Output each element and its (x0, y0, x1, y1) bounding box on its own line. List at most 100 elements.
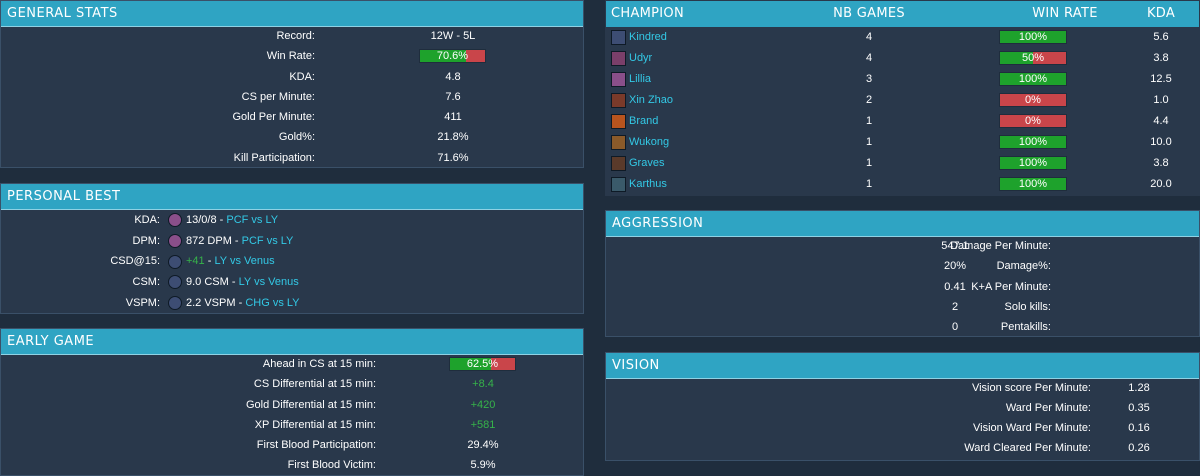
stat-value: +581 (470, 418, 496, 431)
stat-value: 0.16 (1128, 422, 1150, 434)
stat-value: 62.5% (466, 358, 499, 370)
stat-row: Gold Differential at 15 min: +420 (1, 395, 583, 415)
stat-value: 4.8 (445, 70, 461, 83)
col-nb-games[interactable]: NB GAMES (833, 6, 905, 21)
personal-best-stat: 2.2 VSPM (186, 296, 236, 309)
champion-games: 1 (865, 136, 873, 148)
stat-value: 29.4% (467, 439, 499, 452)
champion-games: 1 (865, 115, 873, 127)
champion-name-link[interactable]: Karthus (629, 178, 667, 190)
general-stats-rows: Record: 12W - 5L Win Rate: 70.6% KDA: 4.8 CS p… (1, 26, 583, 168)
general-stats-panel: GENERAL STATS Record: 12W - 5L Win Rate: 70… (0, 0, 584, 168)
champion-kda: 12.5 (1150, 73, 1172, 85)
personal-best-label: CSD@15: (110, 255, 160, 268)
stat-label: Vision Ward Per Minute: (973, 422, 1091, 434)
stat-row: Vision score Per Minute: 1.28 (606, 378, 1199, 398)
personal-best-title: PERSONAL BEST (1, 184, 583, 210)
stat-row: Kill Participation: 71.6% (1, 148, 583, 168)
stat-row: XP Differential at 15 min: +581 (1, 415, 583, 435)
lillia-icon (168, 234, 182, 249)
champion-winrate-fill (1000, 31, 1066, 43)
stat-label: Gold Per Minute: (232, 111, 315, 124)
stat-value: 0 (951, 321, 959, 334)
stat-value: +8.4 (472, 378, 494, 391)
champion-name-link[interactable]: Udyr (629, 52, 653, 64)
champion-name-link[interactable]: Kindred (629, 31, 667, 43)
col-kda[interactable]: KDA (1146, 6, 1176, 21)
winrate-bar-fill (420, 50, 466, 63)
col-champion[interactable]: CHAMPION (611, 6, 684, 21)
champion-name-link[interactable]: Graves (629, 157, 665, 169)
champion-kda: 20.0 (1150, 178, 1172, 190)
stat-row: Ward Per Minute: 0.35 (606, 398, 1199, 418)
stat-label: Kill Participation: (233, 151, 315, 164)
personal-best-stat: 9.0 CSM (186, 276, 229, 289)
champion-winrate-bar: 100% (999, 30, 1067, 44)
stat-label: KDA: (289, 70, 315, 83)
champion-winrate: 50% (1021, 52, 1045, 64)
champion-name-link[interactable]: Xin Zhao (629, 94, 674, 106)
champion-row: Kindred 4 100% 5.6 (606, 27, 1199, 48)
stat-row: KDA: 4.8 (1, 67, 583, 87)
champion-row: Udyr 4 50% 3.8 (606, 48, 1199, 69)
personal-best-match-link[interactable]: PCF vs LY (241, 234, 294, 247)
stat-row: Damage%: 20% (606, 256, 1199, 276)
stat-value: 2 (951, 300, 959, 313)
champion-games: 4 (865, 52, 873, 64)
champion-name-link[interactable]: Lillia (629, 73, 652, 85)
personal-best-row: KDA: 13/0/8 - PCF vs LY (1, 210, 583, 231)
personal-best-row: CSM: 9.0 CSM - LY vs Venus (1, 272, 583, 293)
lillia-icon (168, 213, 182, 228)
personal-best-match-link[interactable]: LY vs Venus (214, 255, 275, 268)
personal-best-content: 872 DPM - PCF vs LY (168, 231, 293, 252)
personal-best-match-link[interactable]: LY vs Venus (238, 276, 299, 289)
stat-label: K+A Per Minute: (971, 280, 1051, 293)
stat-label: Gold%: (278, 131, 315, 144)
champion-winrate-bar: 50% (999, 51, 1067, 65)
personal-best-match-link[interactable]: CHG vs LY (245, 296, 300, 309)
udyr-icon (611, 51, 626, 66)
stat-value: 5.9% (470, 459, 496, 472)
stat-label: Ahead in CS at 15 min: (262, 358, 376, 370)
champion-row: Graves 1 100% 3.8 (606, 153, 1199, 174)
winrate-bar: 62.5% (449, 357, 516, 371)
stat-label: Damage Per Minute: (950, 240, 1051, 252)
xin-zhao-icon (611, 93, 626, 108)
col-win-rate[interactable]: WIN RATE (1032, 6, 1098, 21)
stat-row: Ahead in CS at 15 min: 62.5% (1, 354, 583, 374)
stat-label: XP Differential at 15 min: (254, 418, 376, 431)
personal-best-stat: 872 DPM (186, 234, 232, 247)
stat-value: 0.26 (1128, 442, 1150, 454)
personal-best-content: +41 - LY vs Venus (168, 251, 275, 272)
stat-value: 7.6 (445, 90, 461, 103)
stat-label: Gold Differential at 15 min: (245, 398, 376, 411)
stat-label: First Blood Victim: (287, 459, 376, 472)
champion-row: Lillia 3 100% 12.5 (606, 69, 1199, 90)
champion-winrate-fill (1000, 157, 1066, 169)
personal-best-match-link[interactable]: PCF vs LY (226, 214, 279, 226)
vision-rows: Vision score Per Minute: 1.28 Ward Per Min… (606, 378, 1199, 458)
stat-value: +420 (470, 398, 496, 411)
personal-best-stat: 13/0/8 (186, 214, 217, 226)
stat-row: Win Rate: 70.6% (1, 46, 583, 66)
lillia-icon (611, 72, 626, 87)
champion-name-link[interactable]: Wukong (629, 136, 670, 148)
stat-row: Solo kills: 2 (606, 297, 1199, 317)
stat-value: 70.6% (436, 50, 469, 63)
stat-value: 1.28 (1128, 382, 1150, 394)
stat-value: 547.1 (941, 240, 969, 252)
champion-kda: 10.0 (1150, 136, 1172, 148)
stat-row: Ward Cleared Per Minute: 0.26 (606, 438, 1199, 458)
champion-winrate-fill (1000, 136, 1066, 148)
stat-label: First Blood Participation: (256, 439, 376, 452)
stat-label: Ward Cleared Per Minute: (964, 442, 1091, 454)
personal-best-separator: - (231, 234, 242, 247)
champion-name-link[interactable]: Brand (629, 115, 659, 127)
champion-winrate-bar: 0% (999, 114, 1067, 128)
aggression-title: AGGRESSION (606, 211, 1199, 237)
early-game-panel: EARLY GAME Ahead in CS at 15 min: 62.5% CS… (0, 328, 584, 476)
stat-row: CS per Minute: 7.6 (1, 87, 583, 107)
champion-winrate-fill (1000, 52, 1033, 64)
champion-winrate: 100% (1018, 136, 1048, 148)
stat-label: Pentakills: (1000, 321, 1051, 334)
